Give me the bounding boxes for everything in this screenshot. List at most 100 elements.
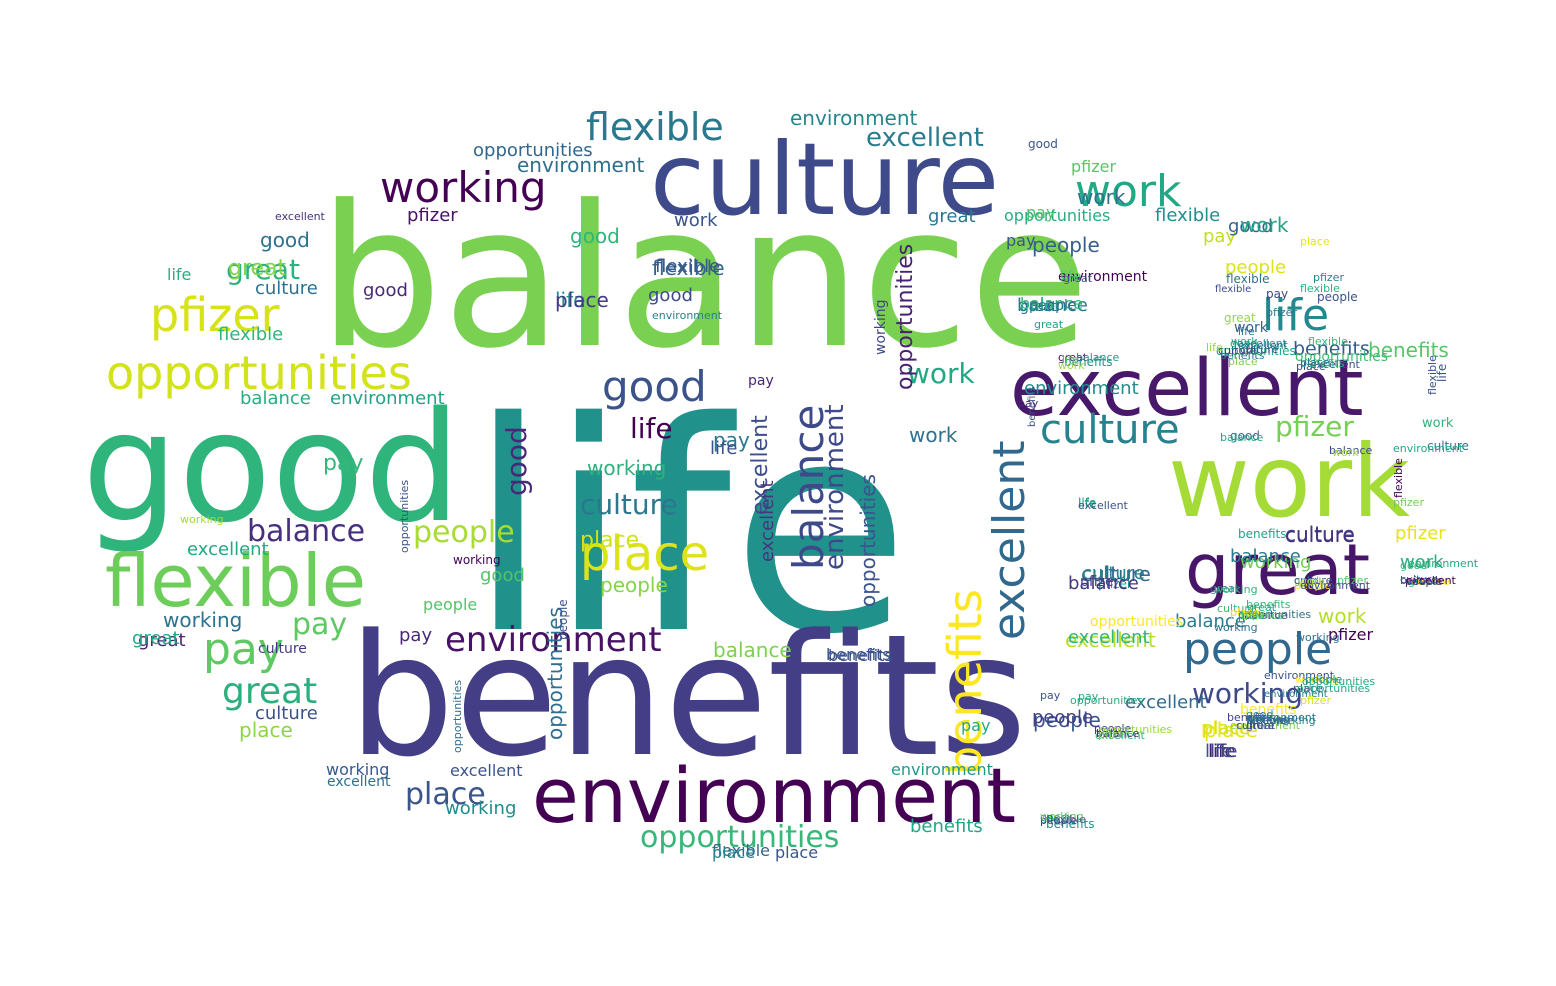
word-good: good [260, 228, 310, 252]
word-work: work [1400, 552, 1444, 573]
word-place: place [405, 777, 486, 812]
word-great: great [226, 253, 301, 286]
word-environment: environment [1230, 719, 1301, 732]
word-opportunities: opportunities [451, 679, 464, 753]
word-excellent: excellent [275, 210, 325, 223]
word-good: good [363, 280, 408, 301]
word-opportunities: opportunities [106, 346, 412, 400]
word-opportunities: opportunities [1238, 608, 1312, 621]
word-balance: balance [1230, 546, 1301, 567]
word-great: great [222, 671, 318, 712]
word-excellent: excellent [1068, 627, 1150, 648]
word-place: place [1293, 682, 1323, 695]
word-people: people [1225, 257, 1287, 278]
word-work: work [1422, 416, 1454, 431]
word-pfizer: pfizer [1266, 306, 1297, 319]
word-opportunities: opportunities [1297, 682, 1371, 695]
word-life: life [1078, 497, 1097, 511]
word-benefits: benefits [1368, 338, 1449, 362]
word-pay: pay [1245, 607, 1266, 620]
word-culture: culture [1400, 573, 1439, 586]
word-benefits: benefits [826, 645, 891, 664]
word-opportunities: opportunities [1099, 723, 1173, 736]
word-flexible: flexible [105, 539, 366, 623]
word-culture: culture [1285, 523, 1355, 547]
word-life: life [1078, 496, 1097, 510]
word-people: people [423, 595, 478, 614]
word-pay: pay [1026, 203, 1056, 222]
word-working: working [445, 798, 517, 819]
word-working: working [326, 760, 390, 779]
word-people: people [1305, 673, 1343, 686]
word-environment: environment [330, 388, 445, 409]
word-great: great [228, 256, 287, 281]
word-life: life [710, 438, 738, 459]
word-pay: pay [399, 625, 433, 646]
word-pfizer: pfizer [1098, 577, 1132, 591]
word-flexible: flexible [586, 105, 724, 149]
word-culture: culture [258, 641, 307, 657]
word-good: good [1028, 137, 1058, 151]
word-environment: environment [1058, 269, 1148, 285]
word-flexible: flexible [218, 324, 284, 345]
word-flexible: flexible [1300, 282, 1340, 295]
word-great: great [1246, 719, 1276, 732]
word-balance: balance [318, 164, 1090, 392]
word-flexible: flexible [1392, 458, 1405, 498]
word-great: great [1058, 351, 1088, 364]
word-people: people [1033, 708, 1101, 732]
word-balance: balance [1076, 351, 1120, 364]
word-excellent: excellent [1095, 729, 1145, 742]
word-opportunities: opportunities [640, 820, 840, 855]
word-culture: culture [255, 278, 318, 299]
word-work: work [1298, 575, 1325, 588]
word-good: good [1246, 708, 1274, 721]
word-good: good [602, 362, 707, 411]
word-great: great [1210, 582, 1240, 595]
word-working: working [163, 608, 243, 632]
word-people: people [600, 573, 668, 597]
word-working: working [587, 456, 667, 480]
word-pay: pay [203, 624, 284, 675]
word-working: working [873, 299, 889, 355]
word-great: great [1185, 529, 1371, 611]
word-balance: balance [1400, 574, 1444, 587]
word-people: people [1317, 290, 1358, 304]
word-culture: culture [1427, 439, 1469, 453]
word-environment: environment [445, 620, 662, 660]
word-flexible: flexible [652, 256, 725, 280]
word-life: life [1238, 325, 1255, 338]
word-work: work [674, 210, 718, 231]
word-balance: balance [1241, 609, 1285, 622]
word-opportunities: opportunities [1295, 349, 1389, 365]
word-pfizer: pfizer [1275, 410, 1354, 443]
word-people: people [1405, 575, 1443, 588]
word-work: work [1168, 423, 1410, 540]
word-people: people [1294, 579, 1332, 592]
word-excellent: excellent [984, 440, 1035, 640]
word-good: good [570, 224, 620, 248]
word-environment: environment [1393, 442, 1464, 455]
word-people: people [556, 599, 570, 640]
word-benefits: benefits [1227, 711, 1272, 724]
word-excellent: excellent [1125, 692, 1207, 713]
word-good: good [1228, 216, 1273, 237]
word-place: place [1300, 356, 1330, 369]
word-place: place [1202, 718, 1251, 739]
word-environment: environment [517, 153, 645, 177]
word-pay: pay [292, 607, 348, 642]
word-balance: balance [1175, 611, 1246, 632]
word-place: place [580, 526, 710, 582]
word-pay: pay [1040, 689, 1061, 702]
word-opportunities: opportunities [893, 243, 918, 390]
word-working: working [1295, 673, 1339, 686]
word-pay: pay [713, 428, 750, 452]
word-life: life [1062, 353, 1079, 366]
word-balance: balance [1329, 444, 1373, 457]
word-great: great [138, 630, 186, 651]
word-place: place [580, 528, 640, 553]
word-pfizer: pfizer [407, 205, 458, 226]
word-flexible: flexible [1226, 272, 1270, 286]
word-place: place [1201, 718, 1250, 739]
word-balance: balance [1220, 431, 1264, 444]
